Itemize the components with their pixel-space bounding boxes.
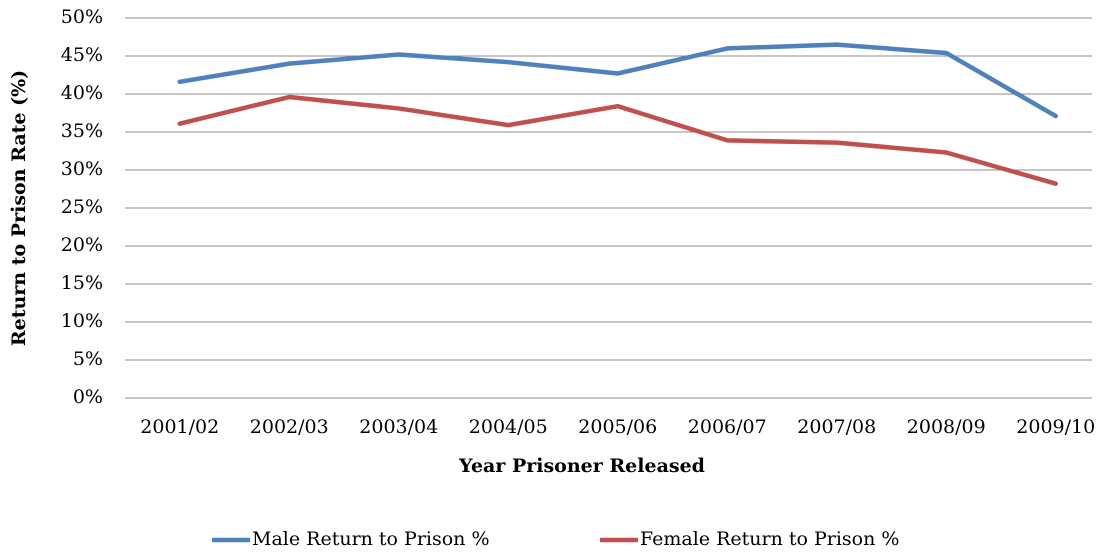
x-tick-label: 2001/02: [140, 416, 219, 438]
x-tick-label: 2003/04: [359, 416, 438, 438]
x-tick-label: 2008/09: [907, 416, 986, 438]
y-tick-label: 50%: [61, 6, 103, 28]
x-axis-label: Year Prisoner Released: [458, 455, 705, 477]
y-tick-label: 0%: [73, 386, 103, 408]
y-tick-label: 25%: [61, 196, 103, 218]
y-tick-label: 5%: [73, 348, 103, 370]
legend-label: Female Return to Prison %: [640, 528, 899, 550]
x-tick-label: 2009/10: [1016, 416, 1095, 438]
y-tick-label: 40%: [61, 82, 103, 104]
y-tick-label: 20%: [61, 234, 103, 256]
x-tick-label: 2005/06: [578, 416, 657, 438]
y-tick-label: 45%: [61, 44, 103, 66]
y-tick-label: 35%: [61, 120, 103, 142]
y-tick-label: 10%: [61, 310, 103, 332]
x-tick-label: 2004/05: [469, 416, 548, 438]
x-tick-label: 2007/08: [797, 416, 876, 438]
y-tick-label: 15%: [61, 272, 103, 294]
series-line: [177, 42, 1058, 119]
series-line: [177, 94, 1058, 186]
x-tick-label: 2002/03: [250, 416, 329, 438]
legend-label: Male Return to Prison %: [252, 528, 490, 550]
y-tick-label: 30%: [61, 158, 103, 180]
x-tick-label: 2006/07: [688, 416, 767, 438]
y-axis-label: Return to Prison Rate (%): [8, 70, 30, 346]
